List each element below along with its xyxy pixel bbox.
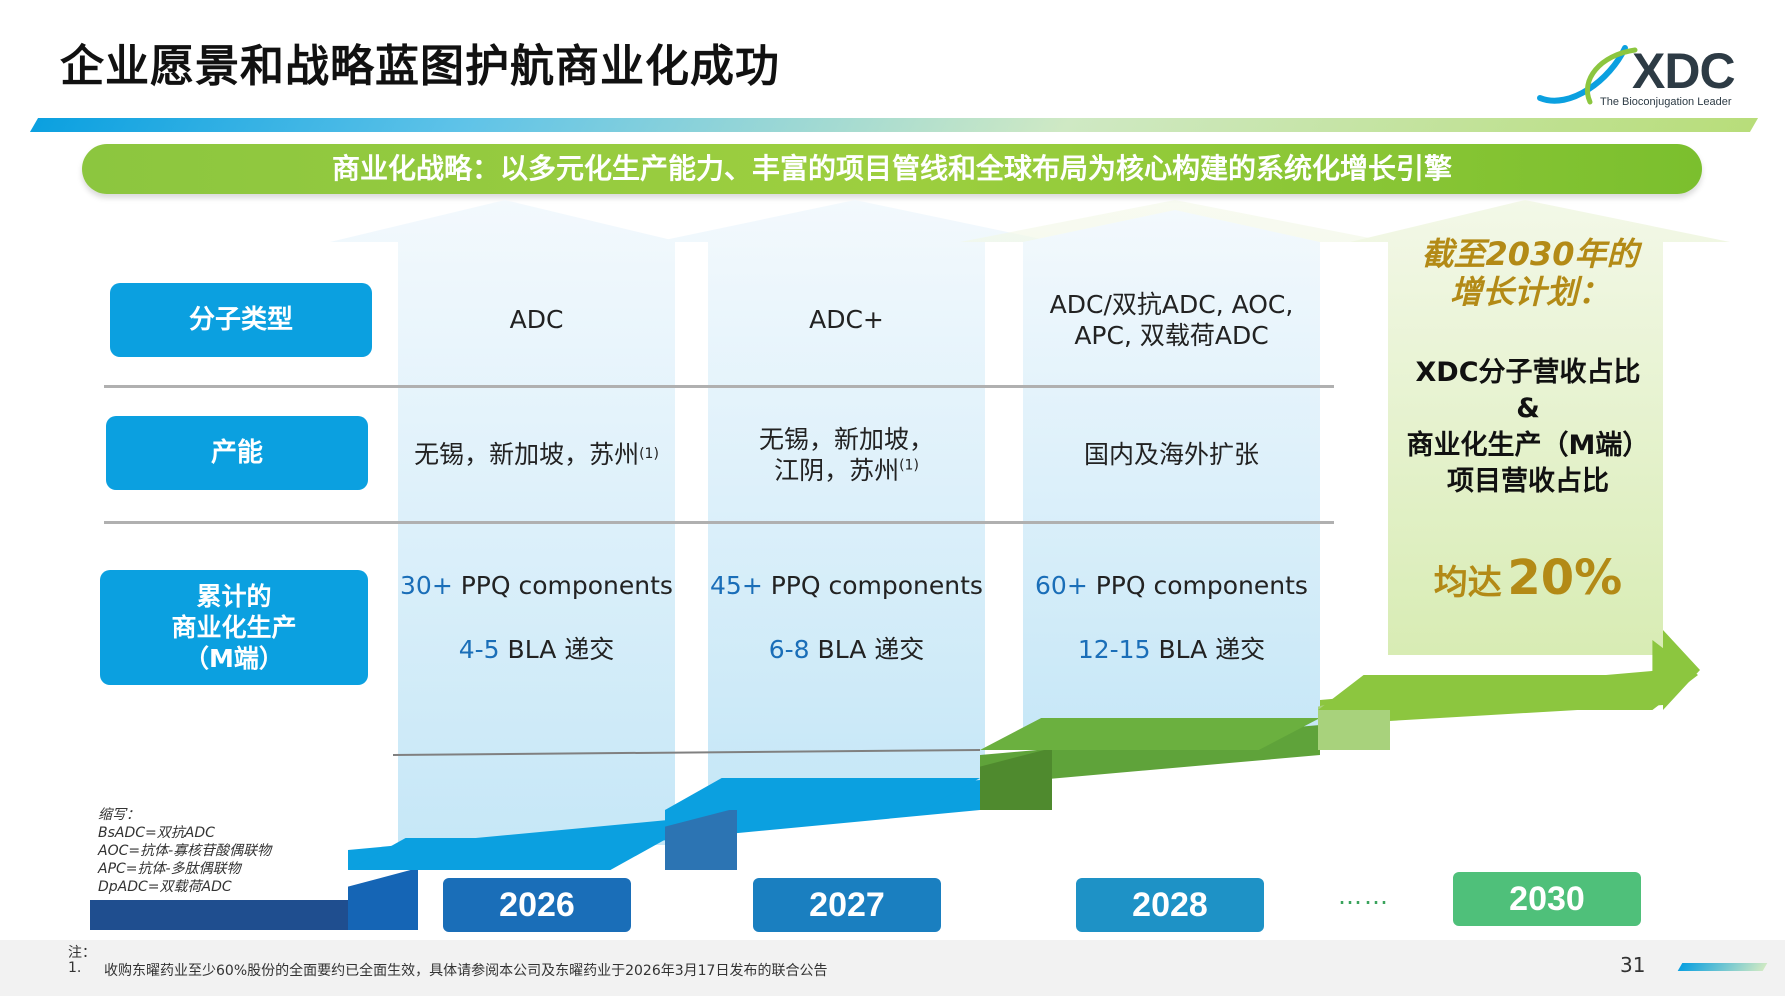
header-stripe (29, 118, 1759, 132)
col-2026-molecule: ADC (509, 305, 564, 335)
year-2027: 2027 (753, 878, 941, 932)
col-2026-ppq: 30+ PPQ components (400, 571, 673, 601)
footer-bar (0, 940, 1785, 996)
plan-heading: 截至2030年的 增长计划： (1421, 235, 1639, 312)
col-2027-ppq: 45+ PPQ components (710, 571, 983, 601)
row-separator-1 (104, 385, 1334, 388)
strategy-banner: 商业化战略：以多元化生产能力、丰富的项目管线和全球布局为核心构建的系统化增长引擎 (82, 144, 1702, 194)
footnote-number: 1. (68, 960, 82, 976)
year-2026: 2026 (443, 878, 631, 932)
row-label-capacity: 产能 (106, 416, 368, 490)
row-separator-2 (104, 521, 1334, 524)
stair-step-1-top (348, 838, 668, 870)
plan-result: 均达 20% (1433, 550, 1623, 606)
year-2030: 2030 (1453, 872, 1641, 926)
footer-stripe (1677, 963, 1768, 971)
logo-swirl-icon (1537, 45, 1638, 105)
col-2027-capacity: 无锡，新加坡， 江阴，苏州(1) (758, 424, 934, 485)
logo-text: XDC (1632, 43, 1736, 99)
col-2028-capacity: 国内及海外扩张 (1083, 440, 1259, 470)
cumulative-line-2: 商业化生产 (171, 612, 297, 642)
abbreviation-notes: 缩写： BsADC=双抗ADC AOC=抗体-寡核苷酸偶联物 APC=抗体-多肽… (98, 807, 272, 895)
stair-step-2-top (665, 778, 980, 810)
col-2028-molecule: ADC/双抗ADC, AOC, APC, 双载荷ADC (1049, 289, 1294, 350)
col-2026-capacity: 无锡，新加坡，苏州 (1) (414, 440, 659, 470)
page-title: 企业愿景和战略蓝图护航商业化成功 (60, 41, 780, 92)
footnote-text: 收购东曜药业至少60%股份的全面要约已全面生效，具体请参阅本公司及东曜药业于20… (104, 963, 828, 979)
stair-step-3-top (980, 718, 1320, 750)
row-label-cumulative: 累计的 商业化生产 （M端） (100, 570, 368, 685)
page-number: 31 (1620, 953, 1646, 977)
col-2028-ppq: 60+ PPQ components (1035, 571, 1308, 601)
xdc-logo: XDC The Bioconjugation Leader (1530, 40, 1760, 110)
col-2028-bla: 12-15 BLA 递交 (1077, 635, 1266, 665)
year-ellipsis: …… (1338, 882, 1390, 910)
stair-step-base (90, 900, 348, 930)
col-2027-bla: 6-8 BLA 递交 (768, 635, 925, 665)
cumulative-line-1: 累计的 (196, 581, 272, 611)
row-label-molecule: 分子类型 (110, 283, 372, 357)
year-2028: 2028 (1076, 878, 1264, 932)
footnote-label: 注： (68, 945, 96, 961)
plan-body: XDC分子营收占比 & 商业化生产（M端） 项目营收占比 (1406, 357, 1650, 498)
cumulative-line-3: （M端） (184, 644, 284, 674)
logo-tagline: The Bioconjugation Leader (1600, 96, 1732, 108)
col-2027-molecule: ADC+ (809, 305, 884, 335)
col-2026-bla: 4-5 BLA 递交 (458, 635, 615, 665)
